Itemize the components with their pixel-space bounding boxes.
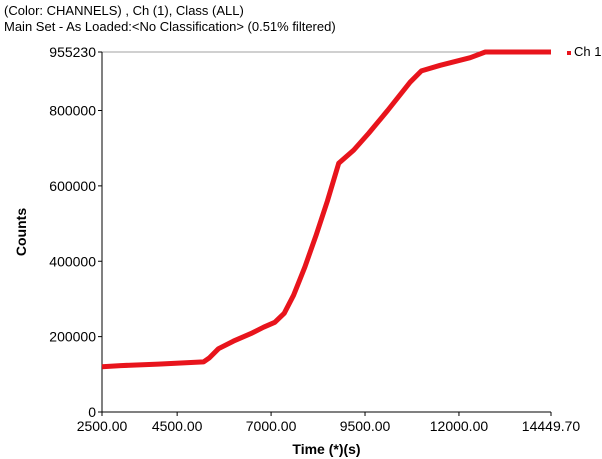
- x-tick-label: 7000.00: [246, 418, 297, 434]
- plot-background: [102, 52, 551, 412]
- y-tick-label: 600000: [49, 178, 96, 194]
- x-tick-label: 14449.70: [522, 418, 581, 434]
- x-tick-label: 9500.00: [340, 418, 391, 434]
- x-axis-title: Time (*)(s): [292, 441, 360, 457]
- y-axis-title: Counts: [13, 208, 29, 256]
- x-tick-label: 4500.00: [152, 418, 203, 434]
- x-tick-label: 12000.00: [430, 418, 489, 434]
- legend-label: Ch 1: [574, 44, 601, 59]
- y-tick-label: 800000: [49, 103, 96, 119]
- y-tick-label: 400000: [49, 253, 96, 269]
- x-tick-label: 2500.00: [77, 418, 128, 434]
- legend-marker: [567, 51, 571, 55]
- y-tick-label: 200000: [49, 329, 96, 345]
- y-tick-label: 955230: [49, 44, 96, 60]
- legend: Ch 1: [567, 44, 601, 59]
